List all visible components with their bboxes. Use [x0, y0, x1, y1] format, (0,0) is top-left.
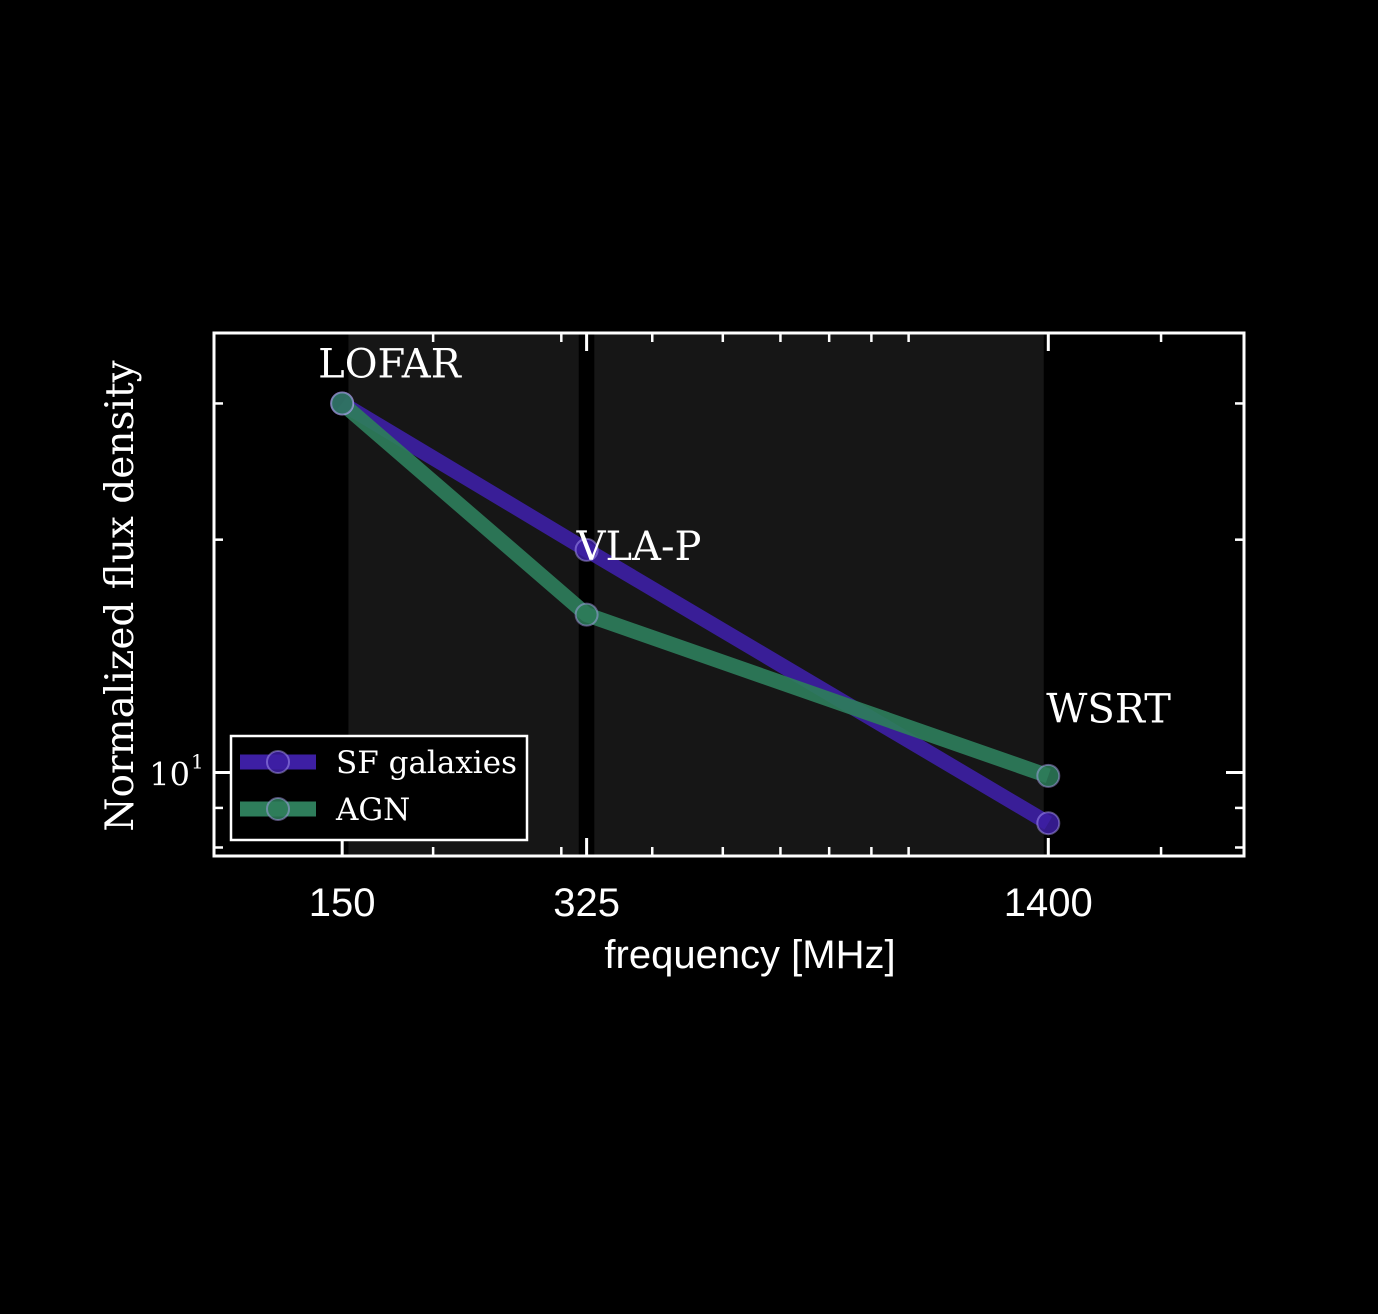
legend-swatch-marker	[266, 750, 290, 774]
plot-frame-border	[212, 331, 1246, 858]
frequency-markers	[585, 333, 1050, 351]
x-tick-label: 150	[309, 881, 376, 925]
data-point	[330, 391, 355, 416]
x-tick-label: 1400	[1004, 881, 1093, 925]
x-axis-label: frequency [MHz]	[604, 933, 895, 977]
legend: SF galaxies AGN	[229, 734, 529, 842]
annotation-label: VLA-P	[576, 524, 702, 570]
annotation-label: LOFAR	[318, 341, 463, 387]
annotation-label: WSRT	[1046, 687, 1171, 733]
legend-swatch-marker	[266, 797, 290, 821]
y-tick-label-exponent: 1	[191, 750, 204, 774]
y-axis-label: Normalized flux density	[98, 360, 143, 831]
x-tick-label: 325	[553, 881, 620, 925]
legend-label: SF galaxies	[336, 745, 517, 781]
data-point	[1036, 811, 1061, 836]
data-point	[1036, 763, 1061, 788]
annotations: LOFAR VLA-P WSRT	[318, 341, 1171, 732]
axis-ticks: 150 325 1400 10 1	[149, 333, 1244, 925]
legend-label: AGN	[335, 792, 410, 828]
data-point	[574, 537, 599, 562]
data-point	[574, 602, 599, 627]
y-tick-label: 10	[149, 756, 190, 794]
plot-frame	[212, 331, 1246, 858]
series-points	[330, 391, 1061, 836]
